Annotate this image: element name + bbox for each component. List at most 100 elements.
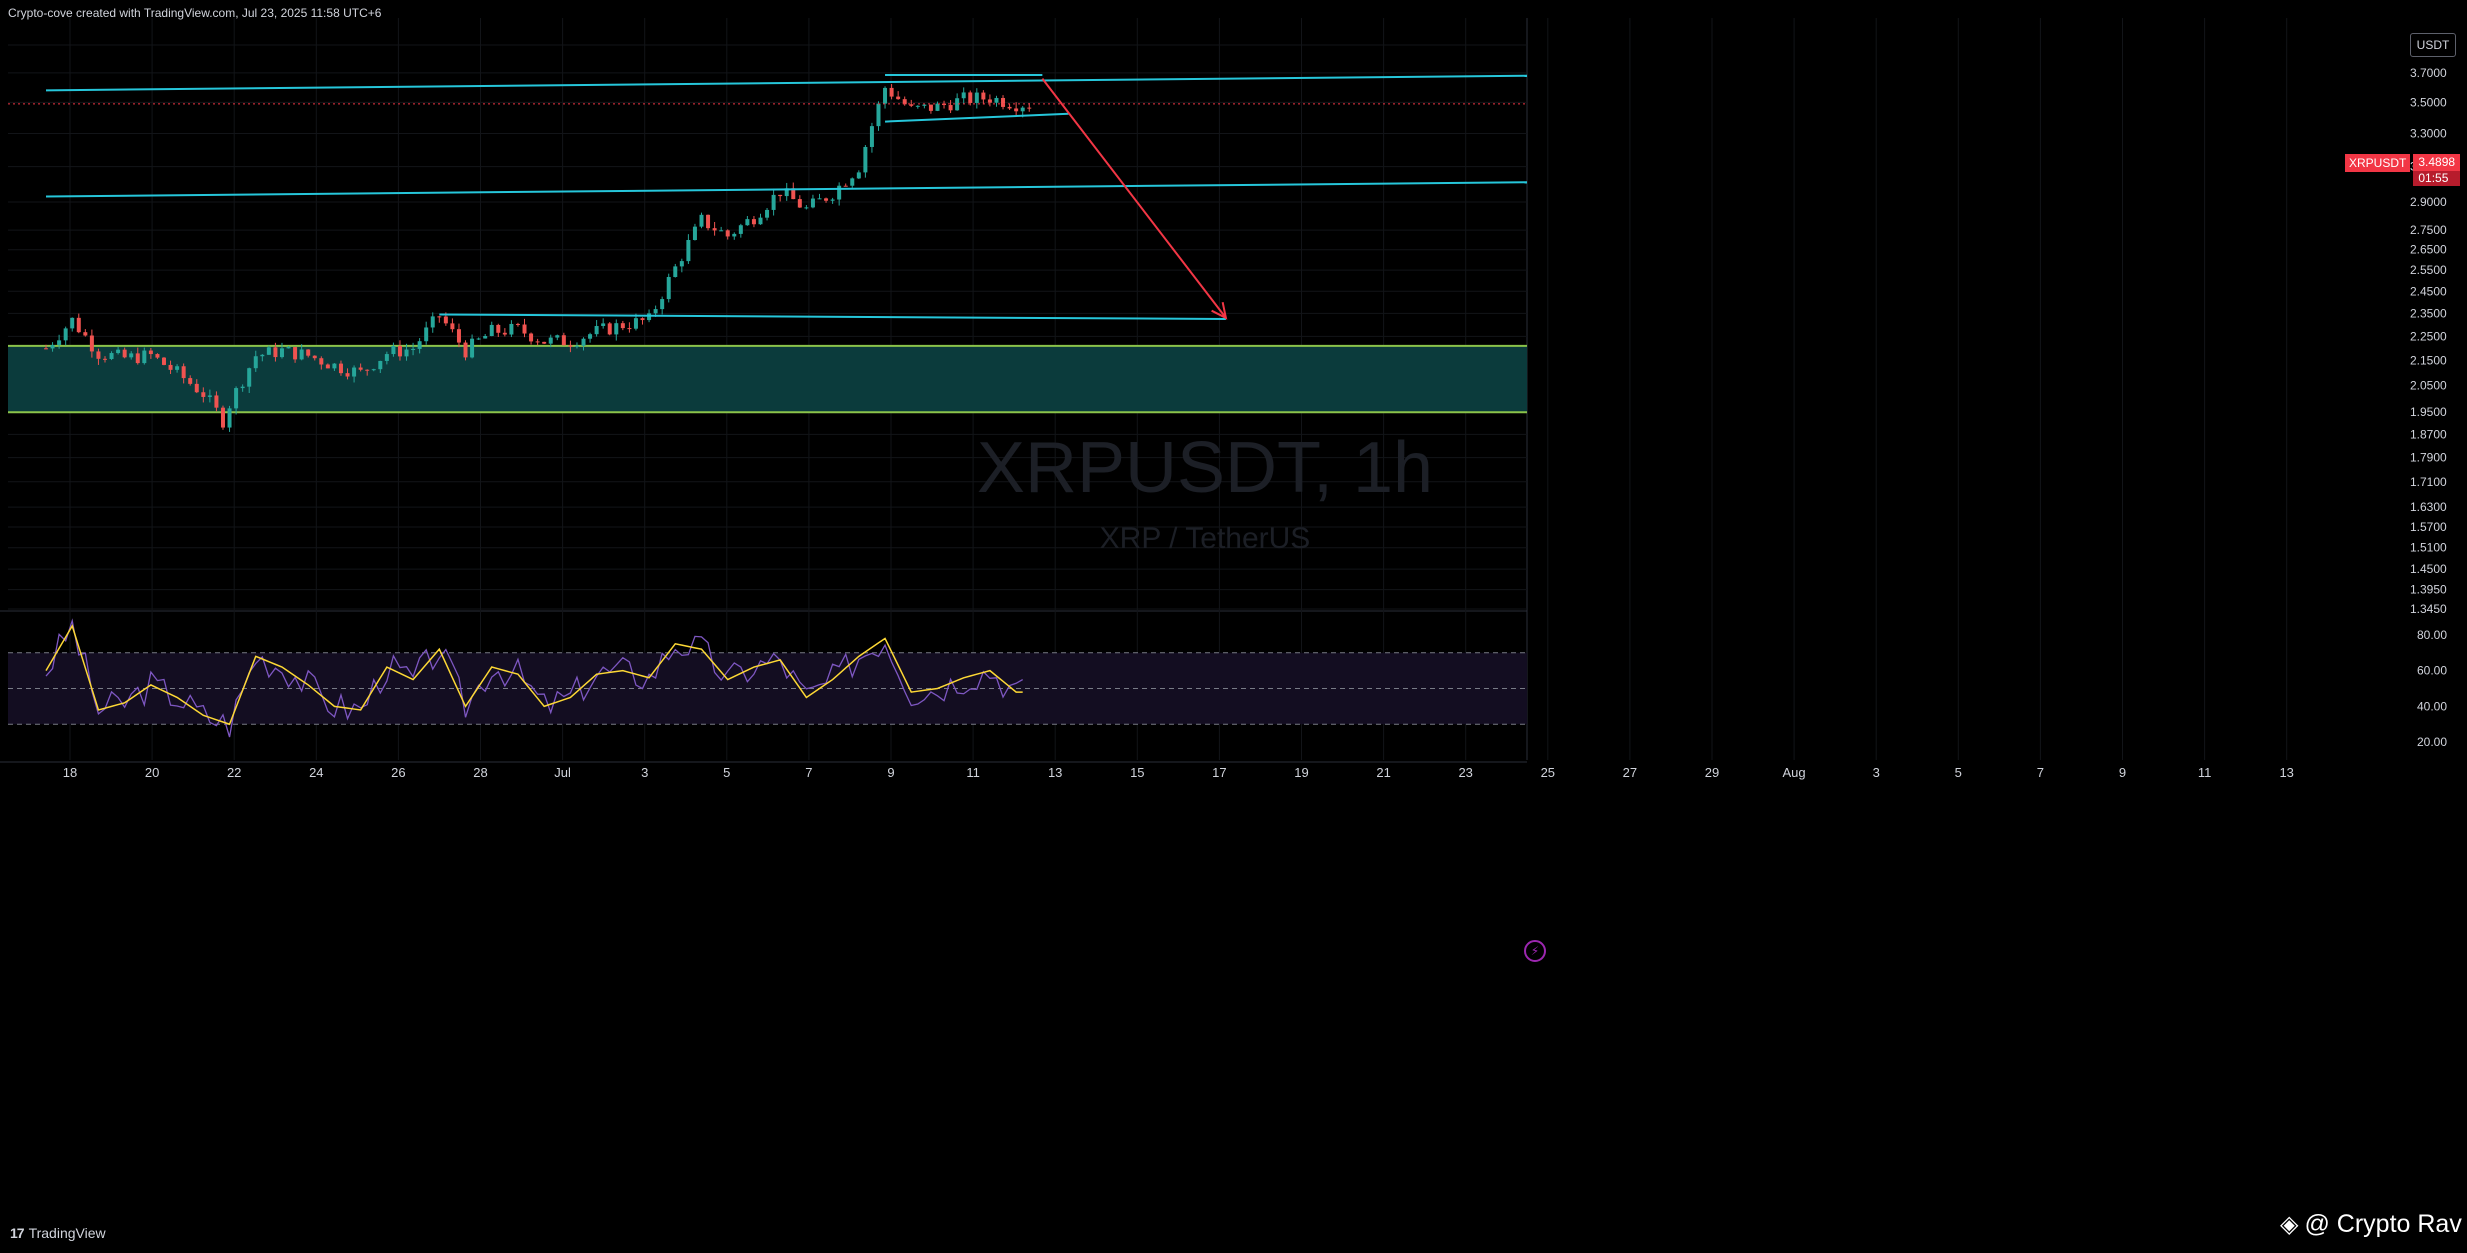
candle-body <box>987 99 992 103</box>
candle-body <box>135 353 140 364</box>
trendline-drawings <box>45 74 1528 321</box>
candle-body <box>332 363 337 369</box>
candle-body <box>745 219 750 226</box>
candle-body <box>981 92 986 100</box>
candle-body <box>515 323 520 325</box>
candle-body <box>594 326 599 335</box>
candle-body <box>411 348 416 350</box>
candle-body <box>588 334 593 339</box>
candle-body <box>915 105 920 107</box>
candle-body <box>922 104 927 106</box>
candle-body <box>384 354 389 361</box>
x-tick-label: 23 <box>1458 765 1472 780</box>
symbol-watermark: XRPUSDT, 1h XRP / TetherUS <box>977 428 1433 555</box>
x-tick-label: 29 <box>1705 765 1719 780</box>
x-tick-label: 19 <box>1294 765 1308 780</box>
watermark-description: XRP / TetherUS <box>1100 522 1311 555</box>
author-signature: ◈ @ Crypto Rav <box>2280 1210 2462 1239</box>
y-tick-label: 1.3950 <box>2410 583 2447 597</box>
y-tick-label: 1.7100 <box>2410 475 2447 489</box>
candle-body <box>489 324 494 336</box>
rsi-tick-label: 60.00 <box>2417 664 2447 678</box>
candle-body <box>699 214 704 227</box>
rsi-tick-label: 40.00 <box>2417 699 2447 713</box>
x-tick-label: 20 <box>145 765 159 780</box>
candle-body <box>633 318 638 329</box>
projection-arrow-line <box>1041 78 1227 319</box>
candle-body <box>214 395 219 408</box>
candle-body <box>240 386 245 389</box>
candle-body <box>968 92 973 103</box>
candle-body <box>194 383 199 393</box>
x-tick-label: Jul <box>554 765 571 780</box>
candle-body <box>568 345 573 347</box>
candle-body <box>227 408 232 428</box>
candle-body <box>830 199 835 201</box>
x-tick-label: 7 <box>805 765 812 780</box>
rsi-ma-line <box>45 624 1023 726</box>
candle-body <box>1020 107 1025 112</box>
candle-body <box>765 209 770 218</box>
candle-body <box>994 97 999 103</box>
candle-body <box>142 350 147 364</box>
x-tick-label: 22 <box>227 765 241 780</box>
candle-body <box>791 188 796 200</box>
lightning-alert-icon[interactable]: ⚡ <box>1524 940 1546 962</box>
x-tick-label: 27 <box>1623 765 1637 780</box>
rsi-tick-label: 80.00 <box>2417 628 2447 642</box>
candle-body <box>365 369 370 371</box>
candle-body <box>312 355 317 359</box>
candle-body <box>175 366 180 370</box>
tradingview-logo[interactable]: 17 TradingView <box>10 1225 106 1241</box>
candle-body <box>1001 97 1006 107</box>
y-tick-label: 2.1500 <box>2410 353 2447 367</box>
candle-body <box>234 388 239 409</box>
y-tick-label: 3.3000 <box>2410 127 2447 141</box>
candle-body <box>1027 107 1032 109</box>
demand-zone-fill <box>8 345 1527 413</box>
candle-body <box>837 185 842 200</box>
candle-body <box>548 337 553 344</box>
axes: 3.90003.70003.50003.30003.10002.90002.75… <box>63 38 2448 780</box>
candle-body <box>706 214 711 229</box>
candle-series <box>8 84 1527 432</box>
candle-body <box>673 266 678 277</box>
trendline <box>884 112 1069 123</box>
candle-body <box>57 340 62 345</box>
watermark-symbol: XRPUSDT, 1h <box>977 428 1433 508</box>
candle-body <box>371 369 376 371</box>
candle-body <box>306 349 311 356</box>
candle-body <box>824 198 829 201</box>
candle-body <box>627 328 632 330</box>
candle-body <box>601 323 606 327</box>
candle-body <box>319 358 324 365</box>
candle-body <box>417 341 422 349</box>
x-tick-label: 11 <box>2198 765 2212 780</box>
candle-body <box>260 354 265 357</box>
candle-body <box>129 353 134 358</box>
candle-body <box>476 338 481 340</box>
currency-label[interactable]: USDT <box>2410 33 2456 57</box>
candle-body <box>404 349 409 357</box>
candle-body <box>1014 108 1019 112</box>
y-tick-label: 2.7500 <box>2410 223 2447 237</box>
candle-body <box>155 354 160 358</box>
x-tick-label: 13 <box>2279 765 2293 780</box>
candle-body <box>70 317 75 329</box>
candle-body <box>869 126 874 147</box>
candle-body <box>758 217 763 225</box>
candle-body <box>325 364 330 369</box>
candle-body <box>928 104 933 111</box>
x-tick-label: 3 <box>1873 765 1880 780</box>
y-tick-label: 3.5000 <box>2410 95 2447 109</box>
candle-body <box>89 335 94 352</box>
candle-body <box>712 228 717 231</box>
y-tick-label: 1.7900 <box>2410 451 2447 465</box>
candle-body <box>188 378 193 384</box>
tradingview-logo-icon: 17 <box>10 1225 25 1241</box>
x-tick-label: 5 <box>723 765 730 780</box>
candle-body <box>463 342 468 358</box>
candle-body <box>247 368 252 387</box>
candle-body <box>817 198 822 200</box>
